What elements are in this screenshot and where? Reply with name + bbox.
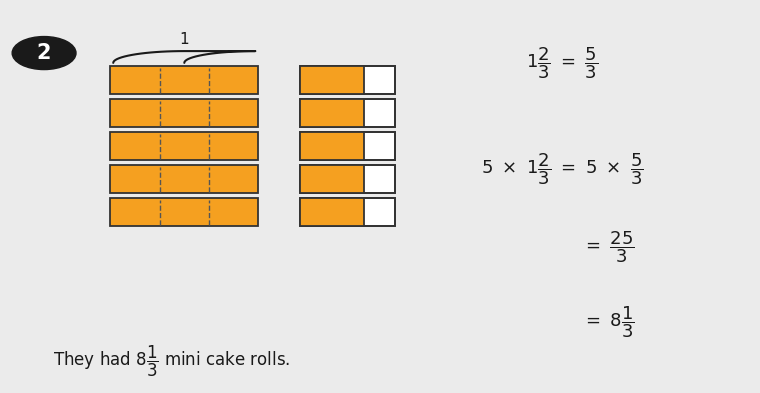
Text: $=\ 8\dfrac{1}{3}$: $=\ 8\dfrac{1}{3}$: [581, 305, 635, 340]
Bar: [300, 165, 395, 193]
Bar: [300, 198, 395, 226]
Bar: [300, 165, 363, 193]
Bar: [300, 99, 363, 127]
Bar: [300, 99, 395, 127]
Circle shape: [12, 37, 76, 70]
Bar: [300, 132, 395, 160]
Text: 2: 2: [36, 43, 52, 63]
Text: They had $8\dfrac{1}{3}$ mini cake rolls.: They had $8\dfrac{1}{3}$ mini cake rolls…: [53, 344, 290, 379]
Text: $=\ \dfrac{25}{3}$: $=\ \dfrac{25}{3}$: [581, 230, 635, 265]
Bar: [300, 132, 395, 160]
Bar: [300, 165, 395, 193]
Bar: [110, 165, 258, 193]
Text: $1\dfrac{2}{3}\ =\ \dfrac{5}{3}$: $1\dfrac{2}{3}\ =\ \dfrac{5}{3}$: [526, 45, 599, 81]
Bar: [110, 132, 258, 160]
Text: 1: 1: [179, 32, 189, 47]
Bar: [300, 66, 363, 94]
Bar: [300, 66, 395, 94]
Bar: [300, 132, 363, 160]
Bar: [300, 66, 395, 94]
Bar: [110, 66, 258, 94]
Bar: [300, 198, 363, 226]
Bar: [110, 198, 258, 226]
Bar: [110, 99, 258, 127]
Text: $5\ \times\ 1\dfrac{2}{3}\ =\ 5\ \times\ \dfrac{5}{3}$: $5\ \times\ 1\dfrac{2}{3}\ =\ 5\ \times\…: [481, 151, 644, 187]
Bar: [300, 99, 395, 127]
Bar: [300, 198, 395, 226]
